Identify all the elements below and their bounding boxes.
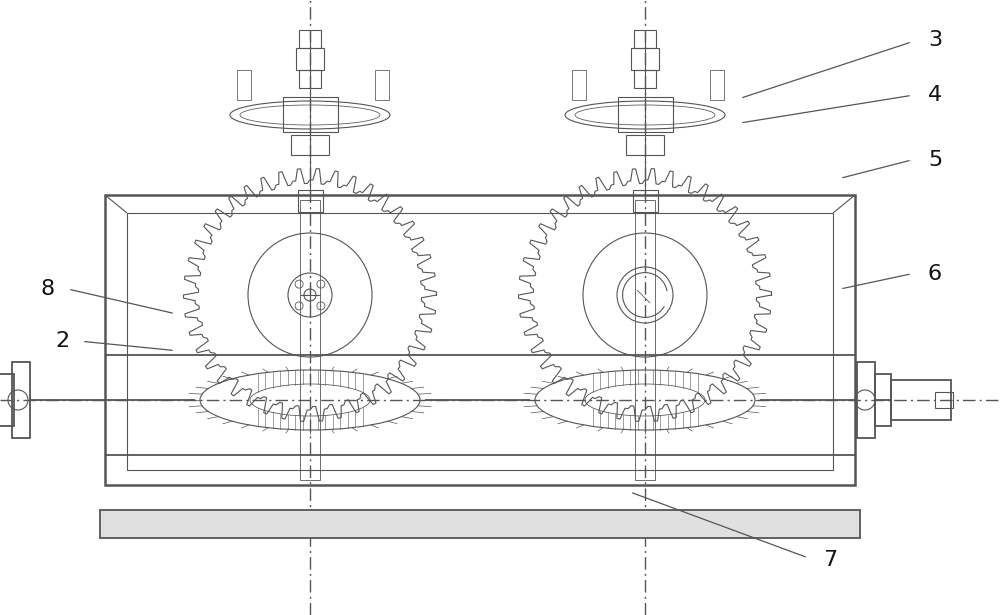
Bar: [375, 70, 389, 100]
Bar: [891, 380, 951, 420]
Bar: [237, 70, 251, 100]
Bar: [298, 190, 323, 212]
Bar: [710, 70, 724, 100]
Text: 3: 3: [928, 30, 942, 50]
Text: 7: 7: [823, 550, 837, 569]
Bar: [127, 213, 833, 470]
Bar: [299, 70, 321, 88]
Bar: [291, 135, 329, 155]
Bar: [105, 195, 855, 485]
Bar: [634, 70, 656, 88]
Bar: [572, 70, 586, 100]
Text: 2: 2: [55, 331, 69, 351]
Bar: [935, 392, 953, 408]
Bar: [634, 30, 656, 48]
Bar: [857, 362, 875, 438]
Bar: [626, 135, 664, 155]
Text: 5: 5: [928, 150, 942, 170]
Text: 6: 6: [928, 264, 942, 284]
Bar: [299, 30, 321, 48]
Text: 8: 8: [41, 279, 55, 299]
Bar: [300, 200, 320, 480]
Bar: [875, 374, 891, 426]
Bar: [12, 362, 30, 438]
Bar: [633, 190, 658, 212]
Bar: [283, 97, 338, 132]
Bar: [635, 200, 655, 480]
Bar: [618, 97, 672, 132]
Bar: [296, 48, 324, 70]
Bar: [631, 48, 659, 70]
Bar: [0, 374, 14, 426]
Text: 4: 4: [928, 85, 942, 105]
Bar: [100, 510, 860, 538]
